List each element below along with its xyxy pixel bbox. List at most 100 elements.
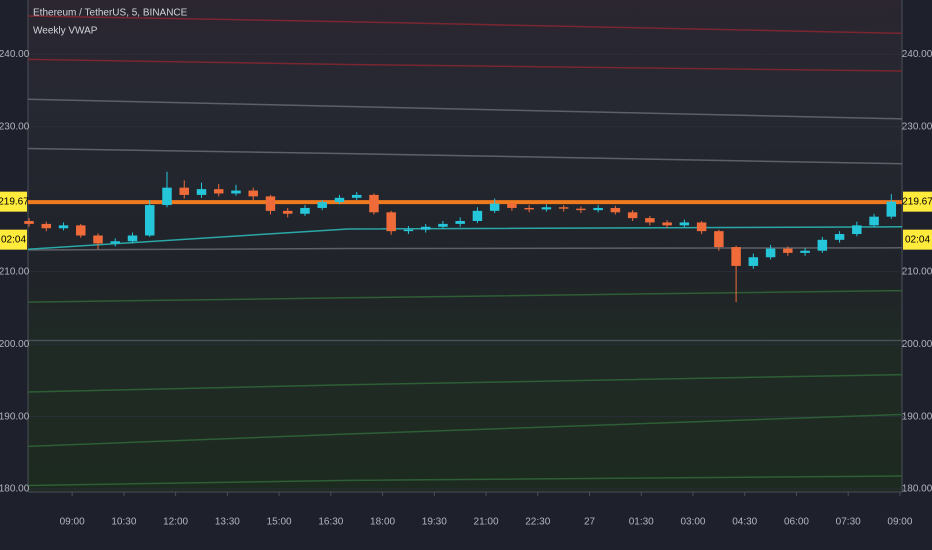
candle-body bbox=[351, 194, 362, 198]
candle-body bbox=[765, 248, 776, 258]
y-tick-label: 230.00 bbox=[0, 121, 30, 132]
candle-body bbox=[145, 205, 155, 236]
candle-body bbox=[610, 207, 621, 213]
candle-body bbox=[817, 239, 828, 251]
candle-body bbox=[662, 222, 672, 226]
candle-body bbox=[541, 207, 552, 210]
candle-body bbox=[679, 222, 690, 226]
candle-body bbox=[196, 189, 207, 195]
candle-body bbox=[162, 187, 172, 206]
candle-body bbox=[179, 187, 189, 195]
candle-body bbox=[869, 216, 879, 226]
x-tick-label: 18:00 bbox=[370, 517, 395, 528]
candle-body bbox=[24, 221, 34, 224]
candle-body bbox=[507, 203, 517, 208]
candle-body bbox=[213, 189, 224, 194]
candle-body bbox=[834, 234, 845, 240]
candle-body bbox=[93, 235, 103, 244]
indicator-name: Weekly VWAP bbox=[33, 26, 98, 37]
candle-body bbox=[455, 221, 465, 224]
plot-area bbox=[28, 0, 902, 492]
x-tick-label: 27 bbox=[584, 517, 596, 528]
candle-body bbox=[800, 250, 810, 253]
price-label-box bbox=[0, 191, 27, 212]
candle-body bbox=[576, 208, 586, 211]
price-label: 219.67 bbox=[0, 196, 29, 207]
candle-body bbox=[748, 257, 759, 266]
x-tick-label: 13:30 bbox=[215, 517, 240, 528]
candle-body bbox=[41, 223, 52, 229]
candle-body bbox=[472, 210, 483, 222]
candle-body bbox=[593, 207, 603, 211]
candle-body bbox=[489, 203, 500, 211]
indicator-line bbox=[27, 247, 903, 251]
indicator-line bbox=[27, 147, 903, 165]
chart-title: Ethereum / TetherUS, 5, BINANCE bbox=[33, 8, 188, 19]
candle-body bbox=[852, 225, 862, 235]
indicator-line bbox=[27, 226, 903, 251]
x-tick-label: 15:00 bbox=[267, 517, 292, 528]
x-tick-label: 19:30 bbox=[422, 517, 447, 528]
indicator-line bbox=[27, 289, 903, 303]
indicator-line bbox=[27, 373, 903, 393]
y-tick-label: 190.00 bbox=[0, 411, 30, 422]
candle-body bbox=[265, 196, 276, 211]
candle-body bbox=[110, 241, 121, 244]
x-tick-label: 07:30 bbox=[836, 517, 861, 528]
candle-body bbox=[731, 247, 741, 266]
x-tick-label: 09:00 bbox=[60, 517, 85, 528]
candles bbox=[24, 171, 897, 303]
x-tick-label: 03:00 bbox=[680, 517, 705, 528]
y-tick-label: 210.00 bbox=[902, 266, 932, 277]
candle-body bbox=[248, 190, 258, 197]
price-label: 219.67 bbox=[902, 196, 932, 207]
candle-body bbox=[300, 207, 310, 214]
x-tick-label: 10:30 bbox=[111, 517, 136, 528]
candle-body bbox=[403, 229, 414, 232]
indicator-line bbox=[27, 475, 903, 487]
countdown-box bbox=[0, 229, 27, 250]
price-label-box bbox=[903, 191, 932, 212]
x-tick-label: 01:30 bbox=[629, 517, 654, 528]
candle-body bbox=[886, 201, 897, 217]
indicator-line bbox=[27, 15, 903, 35]
candle-body bbox=[369, 194, 379, 213]
countdown-label: 02:04 bbox=[1, 234, 26, 245]
y-tick-label: 240.00 bbox=[902, 49, 932, 60]
x-tick-label: 21:00 bbox=[474, 517, 499, 528]
candle-body bbox=[317, 202, 327, 208]
x-tick-label: 06:00 bbox=[784, 517, 809, 528]
candle-body bbox=[334, 197, 345, 203]
x-axis-area bbox=[0, 492, 932, 550]
countdown-label: 02:04 bbox=[905, 234, 930, 245]
indicator-line bbox=[27, 58, 903, 72]
candle-body bbox=[645, 218, 655, 223]
candle-body bbox=[524, 207, 534, 210]
candle-body bbox=[76, 225, 86, 236]
candle-body bbox=[58, 225, 69, 229]
y-tick-label: 180.00 bbox=[902, 484, 932, 495]
x-tick-label: 16:30 bbox=[318, 517, 343, 528]
indicator-lines bbox=[27, 15, 903, 490]
candle-body bbox=[558, 207, 569, 209]
candle-body bbox=[420, 226, 431, 230]
candle-body bbox=[386, 212, 396, 232]
candle-body bbox=[282, 210, 293, 214]
candle-body bbox=[438, 223, 448, 227]
x-tick-label: 12:00 bbox=[163, 517, 188, 528]
x-tick-label: 09:00 bbox=[887, 517, 912, 528]
candle-body bbox=[696, 222, 707, 232]
x-tick-label: 04:30 bbox=[732, 517, 757, 528]
indicator-line bbox=[27, 413, 903, 448]
y-tick-label: 230.00 bbox=[902, 121, 932, 132]
indicator-line bbox=[27, 98, 903, 120]
y-tick-label: 180.00 bbox=[0, 484, 30, 495]
y-tick-label: 200.00 bbox=[0, 339, 30, 350]
candle-body bbox=[783, 248, 793, 253]
y-tick-label: 190.00 bbox=[902, 411, 932, 422]
candle-body bbox=[127, 235, 138, 242]
x-tick-label: 22:30 bbox=[525, 517, 550, 528]
y-tick-label: 240.00 bbox=[0, 49, 30, 60]
